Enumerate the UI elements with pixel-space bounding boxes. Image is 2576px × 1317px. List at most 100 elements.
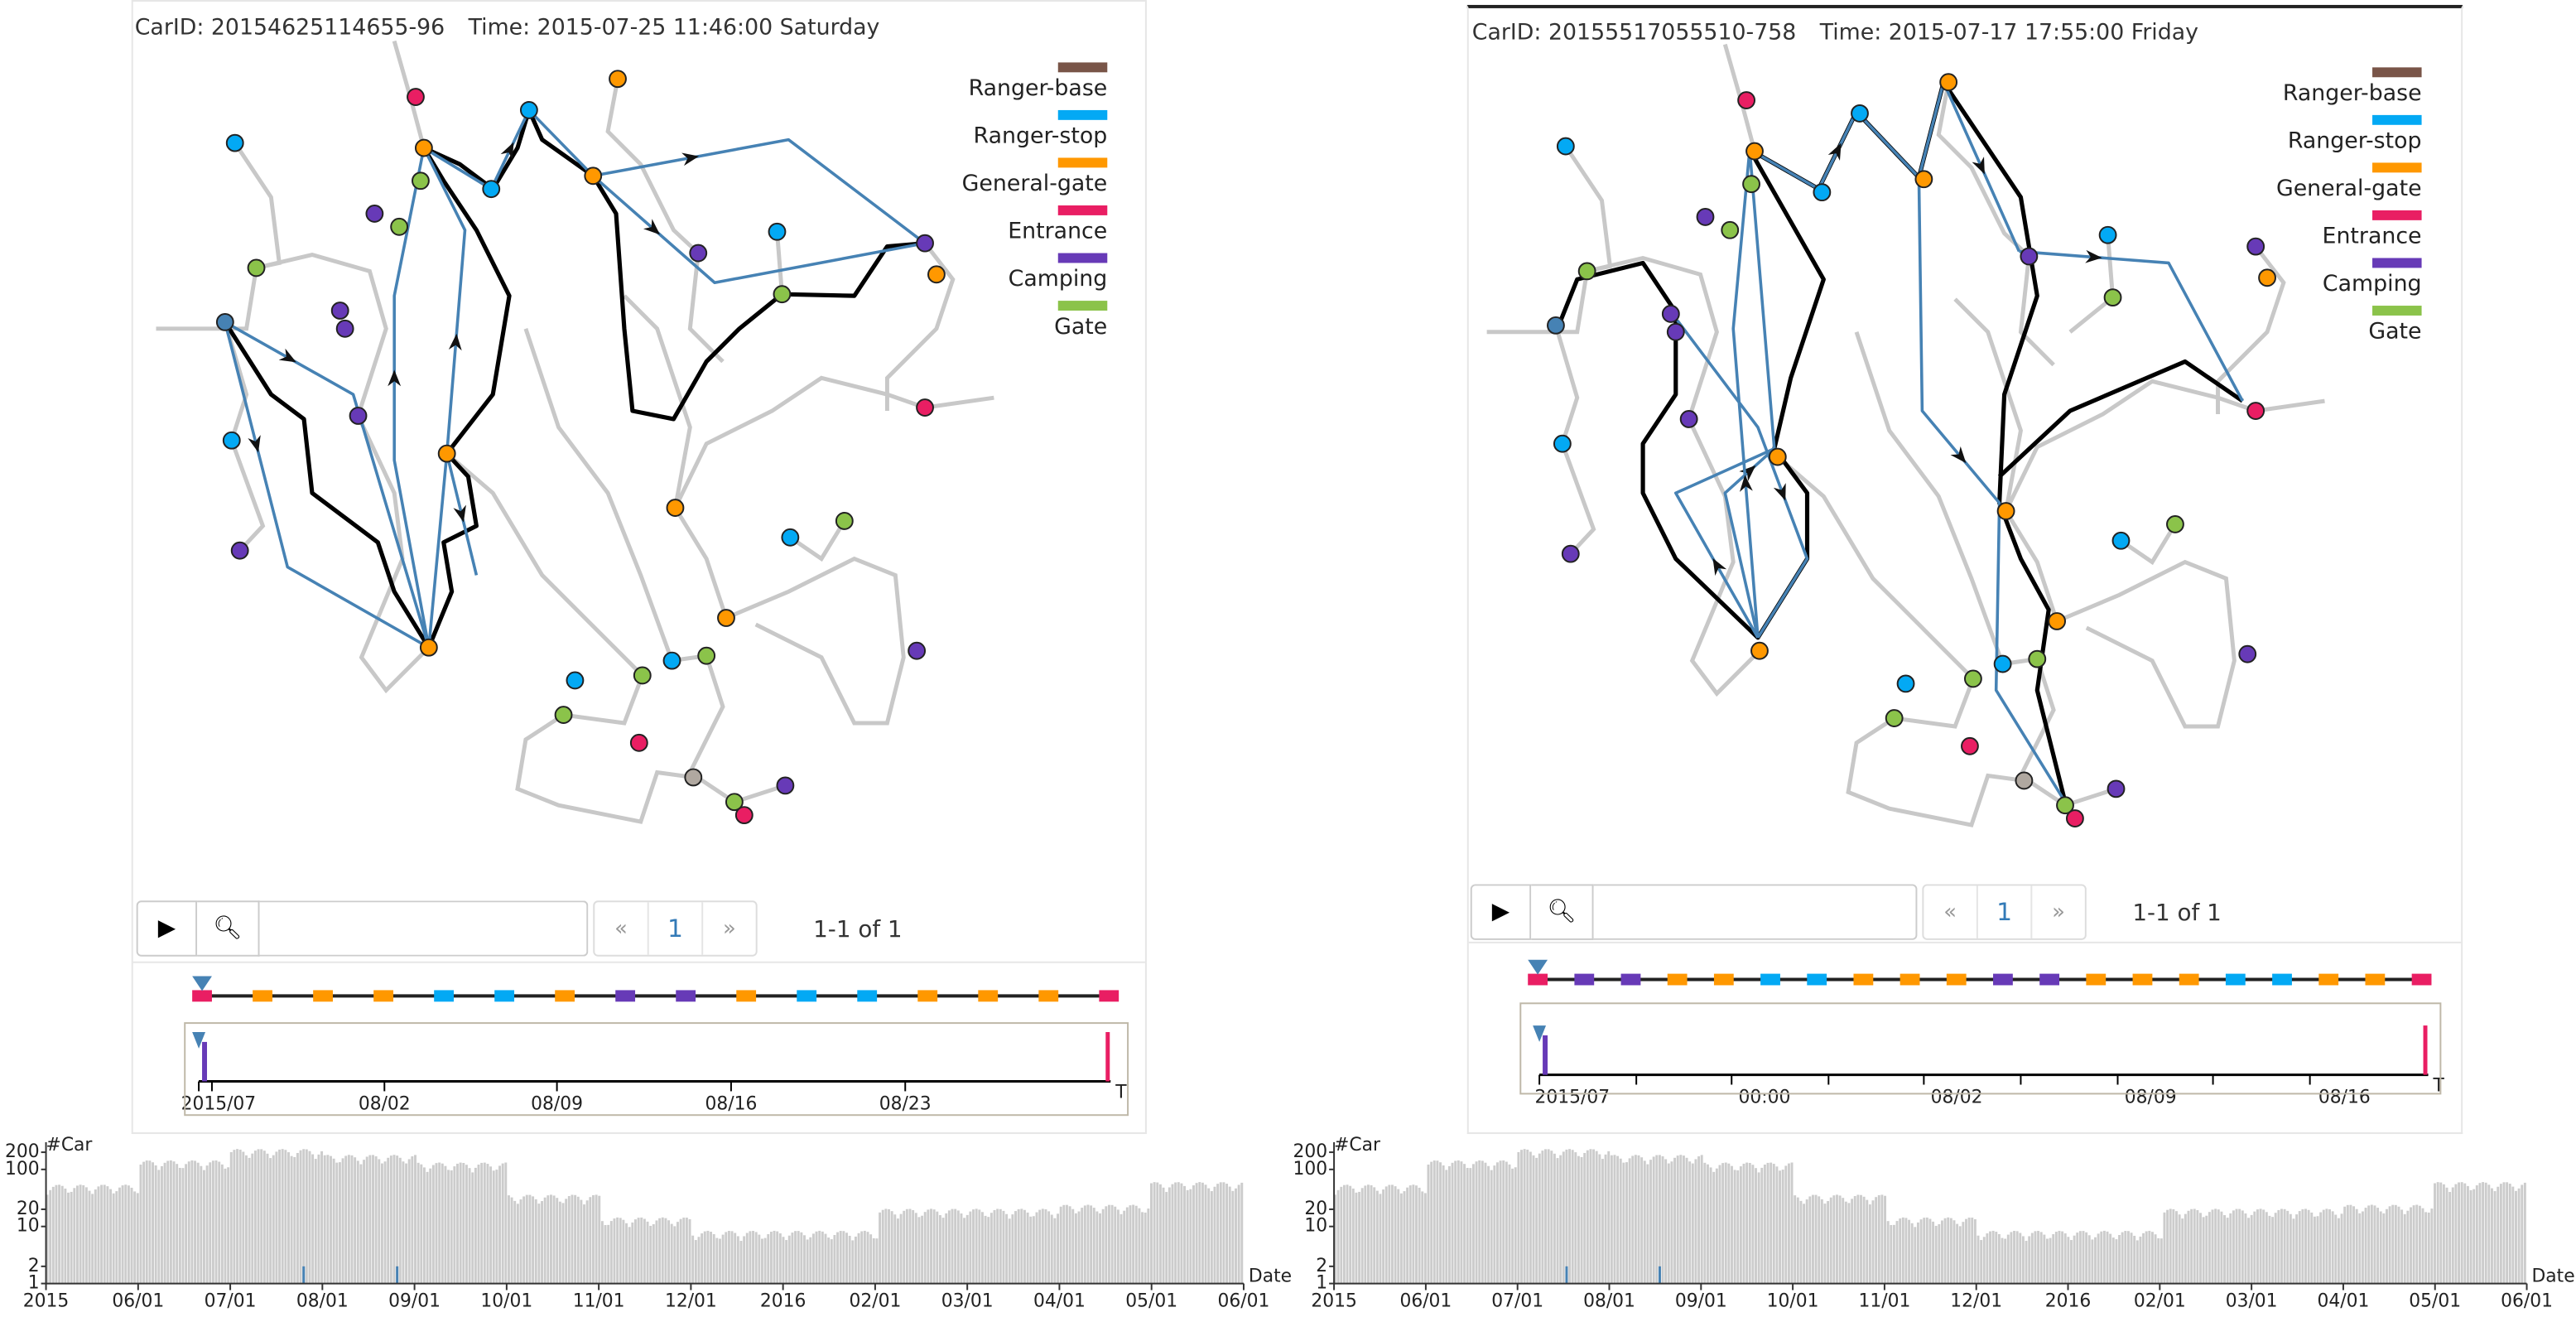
sequence-stop[interactable] xyxy=(1713,973,1734,986)
sensor-node[interactable] xyxy=(1561,544,1580,563)
sequence-stop[interactable] xyxy=(434,990,455,1002)
sensor-node[interactable] xyxy=(330,302,349,320)
sequence-stop[interactable] xyxy=(555,990,575,1002)
page-1-button[interactable]: 1 xyxy=(649,902,704,955)
sensor-node[interactable] xyxy=(1661,305,1680,323)
sequence-stop[interactable] xyxy=(313,990,333,1002)
sensor-node[interactable] xyxy=(1813,183,1832,202)
sensor-node[interactable] xyxy=(482,180,501,199)
sequence-stop[interactable] xyxy=(1946,973,1967,986)
sequence-stop[interactable] xyxy=(1899,973,1920,986)
sensor-node[interactable] xyxy=(1963,669,1982,688)
sequence-stop[interactable] xyxy=(857,990,878,1002)
sensor-node[interactable] xyxy=(1750,641,1769,660)
sensor-node[interactable] xyxy=(2048,612,2067,630)
prev-page-button[interactable]: « xyxy=(1924,885,1978,938)
sequence-stop[interactable] xyxy=(615,990,636,1002)
sequence-stop[interactable] xyxy=(978,990,999,1002)
sequence-stop[interactable] xyxy=(1853,973,1874,986)
sensor-node[interactable] xyxy=(2246,402,2265,420)
play-button[interactable]: ▶ xyxy=(136,900,198,957)
sensor-node[interactable] xyxy=(666,499,685,517)
sensor-node[interactable] xyxy=(1914,170,1933,189)
sensor-node[interactable] xyxy=(916,398,934,417)
sensor-node[interactable] xyxy=(1961,736,1979,755)
sensor-node[interactable] xyxy=(519,101,538,119)
sensor-node[interactable] xyxy=(781,528,800,547)
sensor-node[interactable] xyxy=(768,222,787,241)
sensor-node[interactable] xyxy=(2166,515,2184,533)
sequence-stop[interactable] xyxy=(1099,990,1119,1002)
sensor-node[interactable] xyxy=(835,512,854,530)
sensor-node[interactable] xyxy=(1737,91,1756,109)
sensor-node[interactable] xyxy=(717,609,735,627)
sensor-node[interactable] xyxy=(2107,779,2126,798)
sensor-node[interactable] xyxy=(1547,316,1565,335)
sensor-node[interactable] xyxy=(225,133,244,152)
sensor-node[interactable] xyxy=(1556,137,1575,156)
sequence-stop[interactable] xyxy=(373,990,393,1002)
sensor-node[interactable] xyxy=(1696,207,1715,226)
sensor-node[interactable] xyxy=(2103,288,2122,307)
sensor-node[interactable] xyxy=(349,407,368,425)
search-input[interactable] xyxy=(1593,884,1918,940)
sensor-node[interactable] xyxy=(1679,410,1698,428)
sensor-node[interactable] xyxy=(222,431,241,450)
sensor-node[interactable] xyxy=(1745,142,1764,161)
sequence-stop[interactable] xyxy=(676,990,696,1002)
sensor-node[interactable] xyxy=(1993,654,2012,673)
sensor-node[interactable] xyxy=(412,171,430,191)
sequence-stop[interactable] xyxy=(2411,973,2432,986)
sensor-node[interactable] xyxy=(584,166,603,186)
sensor-node[interactable] xyxy=(390,217,409,236)
sensor-node[interactable] xyxy=(629,733,648,752)
sequence-stop[interactable] xyxy=(253,990,272,1002)
sequence-stop[interactable] xyxy=(1993,973,2013,986)
sensor-node[interactable] xyxy=(566,671,585,690)
sensor-node[interactable] xyxy=(684,768,703,787)
sensor-node[interactable] xyxy=(2020,247,2039,266)
sensor-node[interactable] xyxy=(1939,73,1958,92)
page-1-button[interactable]: 1 xyxy=(1978,885,2033,938)
sensor-node[interactable] xyxy=(776,776,795,795)
sequence-stop[interactable] xyxy=(2365,973,2386,986)
sequence-cursor-icon[interactable] xyxy=(192,976,212,991)
sequence-stop[interactable] xyxy=(797,990,817,1002)
sensor-node[interactable] xyxy=(215,312,234,331)
sensor-node[interactable] xyxy=(697,646,716,665)
sensor-node[interactable] xyxy=(734,806,754,825)
sequence-stop[interactable] xyxy=(2318,973,2339,986)
search-button[interactable]: 🔍︎ xyxy=(197,900,260,957)
sensor-node[interactable] xyxy=(2258,268,2276,287)
sensor-node[interactable] xyxy=(2246,237,2265,256)
sequence-stop[interactable] xyxy=(1667,973,1688,986)
sensor-node[interactable] xyxy=(2238,644,2257,663)
sensor-node[interactable] xyxy=(1742,175,1760,194)
highlight-bar[interactable] xyxy=(1658,1266,1661,1284)
sensor-node[interactable] xyxy=(437,444,456,463)
sensor-node[interactable] xyxy=(407,88,425,106)
search-button[interactable]: 🔍︎ xyxy=(1531,884,1594,940)
sequence-stop[interactable] xyxy=(2132,973,2153,986)
sequence-stop[interactable] xyxy=(917,990,938,1002)
sensor-node[interactable] xyxy=(927,265,946,284)
sequence-stop[interactable] xyxy=(1038,990,1059,1002)
sensor-node[interactable] xyxy=(554,706,573,724)
sensor-node[interactable] xyxy=(414,138,433,157)
sequence-stop[interactable] xyxy=(2225,973,2246,986)
sensor-node[interactable] xyxy=(2066,809,2084,827)
sensor-node[interactable] xyxy=(1577,262,1596,281)
sensor-node[interactable] xyxy=(419,638,438,657)
timeline-event[interactable] xyxy=(1543,1035,1548,1075)
sequence-stop[interactable] xyxy=(2086,973,2107,986)
prev-page-button[interactable]: « xyxy=(595,902,649,955)
sensor-node[interactable] xyxy=(1721,220,1740,239)
sensor-node[interactable] xyxy=(725,793,744,812)
sequence-stop[interactable] xyxy=(494,990,515,1002)
sensor-node[interactable] xyxy=(689,244,708,263)
sensor-node[interactable] xyxy=(1768,447,1787,466)
sensor-node[interactable] xyxy=(609,70,627,89)
timeline-event[interactable] xyxy=(202,1041,207,1082)
highlight-bar[interactable] xyxy=(1565,1266,1568,1284)
